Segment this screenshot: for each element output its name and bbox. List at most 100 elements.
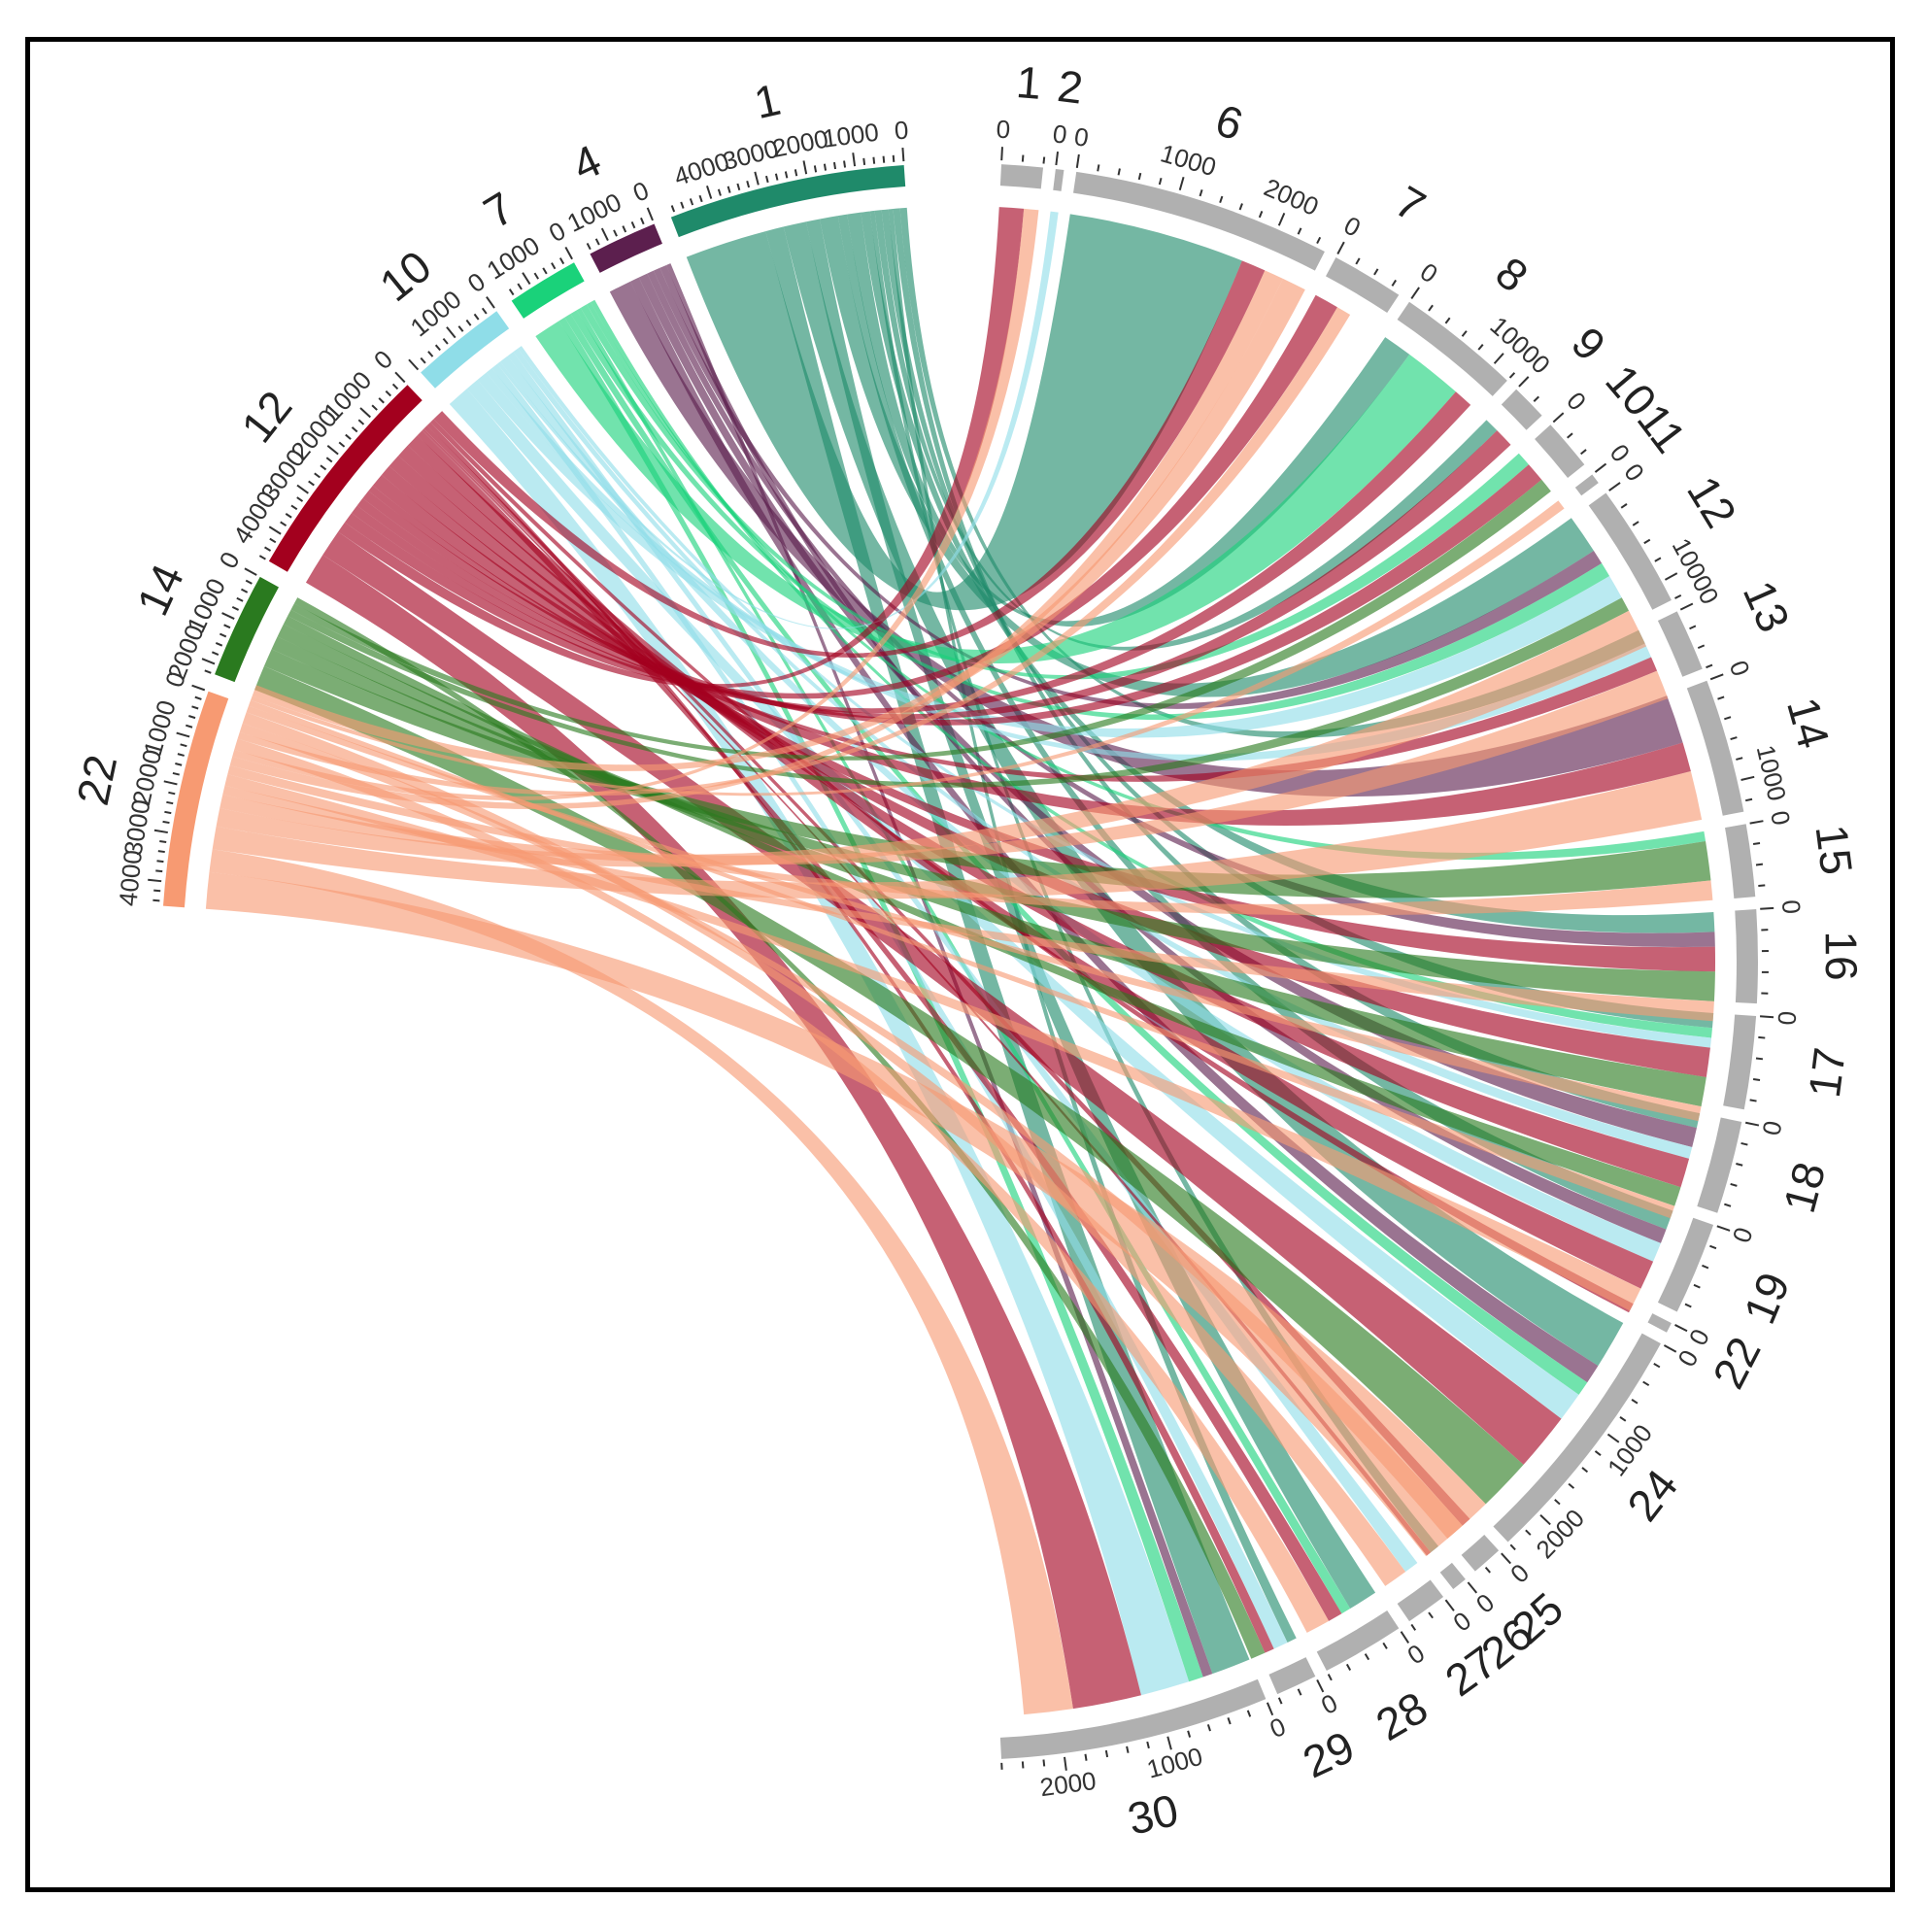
source-4-label: 4 [564, 134, 608, 190]
tick-mark [1336, 241, 1345, 254]
tick-mark [586, 243, 591, 251]
tick-mark [391, 383, 399, 390]
tick-mark [204, 669, 212, 674]
tick-mark [1760, 906, 1774, 910]
tick-label: 0 [1470, 1587, 1500, 1618]
tick-mark [1552, 412, 1565, 424]
tick-label: 1000 [821, 118, 880, 153]
tick-mark [794, 169, 798, 177]
ribbon-22-to-12 [216, 610, 1647, 867]
tick-mark [172, 771, 180, 776]
tick-mark [872, 156, 876, 164]
tick-mark [1117, 168, 1121, 176]
tick-mark [1258, 211, 1264, 219]
target-28-arc [1316, 1610, 1400, 1672]
target-22-arc [1647, 1313, 1672, 1333]
tick-mark [1730, 1182, 1738, 1187]
target-25-arc [1461, 1535, 1500, 1572]
tick-mark [1581, 1467, 1589, 1474]
tick-mark [1744, 1121, 1760, 1127]
tick-mark [843, 160, 847, 168]
target-8-label: 8 [1487, 247, 1538, 302]
target-15-label: 15 [1806, 822, 1862, 877]
tick-mark [1206, 1724, 1211, 1732]
tick-label: 1000 [482, 230, 545, 285]
tick-mark [308, 480, 315, 487]
target-2-arc [1053, 168, 1064, 191]
tick-mark [420, 356, 426, 364]
tick-mark [1620, 503, 1628, 509]
tick-mark [1461, 330, 1468, 337]
tick-label: 2000 [1038, 1766, 1098, 1802]
tick-label: 0 [1727, 1224, 1759, 1247]
tick-mark [698, 194, 703, 203]
target-30-label: 30 [1123, 1784, 1182, 1845]
tick-label: 0 [1672, 1345, 1704, 1372]
tick-mark [1736, 1163, 1743, 1167]
tick-mark [1266, 1702, 1274, 1716]
tick-mark [564, 246, 573, 260]
target-24-arc [1493, 1333, 1661, 1542]
tick-mark [241, 588, 249, 593]
tick-label: 0 [213, 547, 245, 573]
source-22-arc [163, 691, 229, 908]
source-14-label: 14 [126, 557, 193, 623]
tick-mark [1654, 557, 1662, 562]
tick-mark [622, 225, 627, 233]
tick-mark [1706, 663, 1713, 669]
target-19-arc [1657, 1217, 1714, 1312]
tick-mark [774, 173, 779, 181]
tick-mark [1508, 372, 1516, 379]
target-10-arc [1535, 424, 1585, 479]
tick-mark [1749, 820, 1764, 825]
tick-label: 0 [1724, 657, 1756, 680]
tick-label: 4000 [113, 849, 148, 908]
tick-mark [1373, 268, 1379, 276]
tick-mark [1631, 1399, 1639, 1405]
target-19-label: 19 [1734, 1266, 1800, 1331]
tick-mark [1554, 1499, 1561, 1506]
source-14-arc [215, 576, 279, 683]
tick-label: 0 [1504, 1558, 1535, 1589]
source-1-label: 1 [750, 74, 785, 128]
tick-mark [1400, 1631, 1410, 1644]
tick-mark [1693, 1283, 1701, 1289]
tick-mark [726, 186, 731, 193]
tick-mark [1752, 1077, 1761, 1081]
tick-mark [219, 632, 227, 638]
tick-mark [1679, 602, 1694, 611]
tick-mark [1297, 1688, 1302, 1696]
tick-mark [1467, 1581, 1478, 1594]
target-7-label: 7 [1387, 176, 1435, 232]
tick-mark [465, 319, 472, 326]
tick-mark [1246, 1710, 1252, 1717]
tick-mark [1166, 1736, 1172, 1750]
tick-mark [357, 419, 365, 425]
target-26-arc [1439, 1562, 1466, 1590]
tick-mark [689, 198, 694, 206]
tick-mark [670, 205, 676, 213]
tick-label: 0 [1051, 119, 1068, 150]
tick-mark [215, 642, 223, 647]
target-18-label: 18 [1774, 1157, 1835, 1218]
tick-mark [1075, 153, 1080, 169]
ribbon-14-to-17 [277, 624, 1706, 1107]
tick-mark [832, 161, 837, 170]
target-17-arc [1723, 1014, 1757, 1110]
tick-mark [156, 860, 164, 864]
tick-mark [236, 596, 244, 602]
tick-label: 0 [1072, 121, 1091, 153]
tick-mark [394, 371, 406, 384]
tick-mark [1689, 625, 1697, 630]
tick-mark [1709, 673, 1724, 681]
ribbon-12-to-24 [322, 531, 1562, 1465]
tick-mark [191, 705, 199, 710]
tick-mark [1684, 1303, 1692, 1308]
tick-mark [600, 227, 609, 242]
tick-mark [296, 496, 304, 502]
tick-mark [1653, 1363, 1661, 1369]
tick-mark [359, 407, 371, 419]
tick-mark [1178, 176, 1185, 191]
tick-label: 0 [1316, 1688, 1341, 1720]
tick-mark [1518, 376, 1530, 388]
